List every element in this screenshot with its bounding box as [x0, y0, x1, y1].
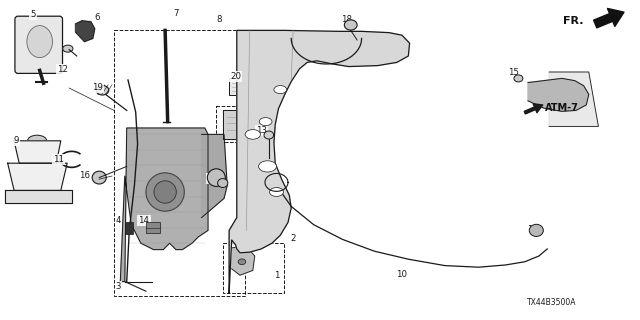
Polygon shape: [202, 134, 227, 218]
Text: 11: 11: [53, 155, 65, 164]
Ellipse shape: [514, 75, 523, 82]
Text: ATM-7: ATM-7: [545, 103, 579, 113]
Ellipse shape: [264, 131, 274, 139]
Text: 13: 13: [255, 126, 267, 135]
Text: 9: 9: [13, 136, 19, 145]
Text: 20: 20: [230, 72, 241, 81]
Ellipse shape: [529, 224, 543, 236]
Polygon shape: [232, 246, 255, 275]
Text: 18: 18: [341, 15, 353, 24]
Text: 4: 4: [116, 216, 121, 225]
Text: 5: 5: [31, 10, 36, 19]
Text: 14: 14: [138, 216, 150, 225]
Text: 19: 19: [92, 83, 102, 92]
Polygon shape: [5, 190, 72, 203]
Polygon shape: [14, 141, 61, 163]
Polygon shape: [528, 78, 589, 111]
Bar: [114, 30, 245, 296]
Polygon shape: [120, 128, 208, 282]
Ellipse shape: [238, 259, 246, 265]
Text: 8: 8: [216, 15, 221, 24]
Text: 18: 18: [207, 174, 218, 183]
Ellipse shape: [28, 135, 47, 147]
Bar: [146, 222, 160, 233]
Ellipse shape: [207, 169, 225, 187]
Text: 6: 6: [95, 13, 100, 22]
Text: 15: 15: [508, 68, 519, 77]
Bar: [229, 78, 273, 95]
Polygon shape: [229, 30, 410, 293]
Text: 16: 16: [79, 171, 90, 180]
Bar: [125, 222, 133, 234]
Text: FR.: FR.: [563, 16, 584, 26]
Ellipse shape: [96, 85, 109, 95]
Ellipse shape: [146, 173, 184, 211]
Text: 2: 2: [291, 234, 296, 243]
Bar: [223, 243, 284, 293]
Polygon shape: [76, 21, 95, 42]
Ellipse shape: [218, 179, 228, 188]
Polygon shape: [223, 110, 266, 139]
Ellipse shape: [27, 26, 52, 58]
Text: 3: 3: [116, 282, 121, 291]
Ellipse shape: [344, 20, 357, 30]
Text: 12: 12: [57, 65, 68, 74]
Ellipse shape: [259, 161, 276, 172]
Ellipse shape: [154, 181, 177, 203]
Ellipse shape: [63, 45, 73, 52]
Ellipse shape: [245, 130, 260, 139]
Polygon shape: [549, 72, 598, 126]
Polygon shape: [8, 163, 67, 190]
Text: TX44B3500A: TX44B3500A: [527, 298, 577, 307]
Text: 1: 1: [274, 271, 279, 280]
Ellipse shape: [259, 118, 272, 126]
Ellipse shape: [92, 171, 106, 184]
Ellipse shape: [269, 188, 284, 196]
Text: 7: 7: [173, 9, 179, 18]
Text: 10: 10: [396, 270, 408, 279]
Ellipse shape: [274, 86, 287, 94]
FancyBboxPatch shape: [15, 16, 63, 73]
Text: 17: 17: [527, 225, 538, 234]
Bar: [216, 106, 271, 142]
